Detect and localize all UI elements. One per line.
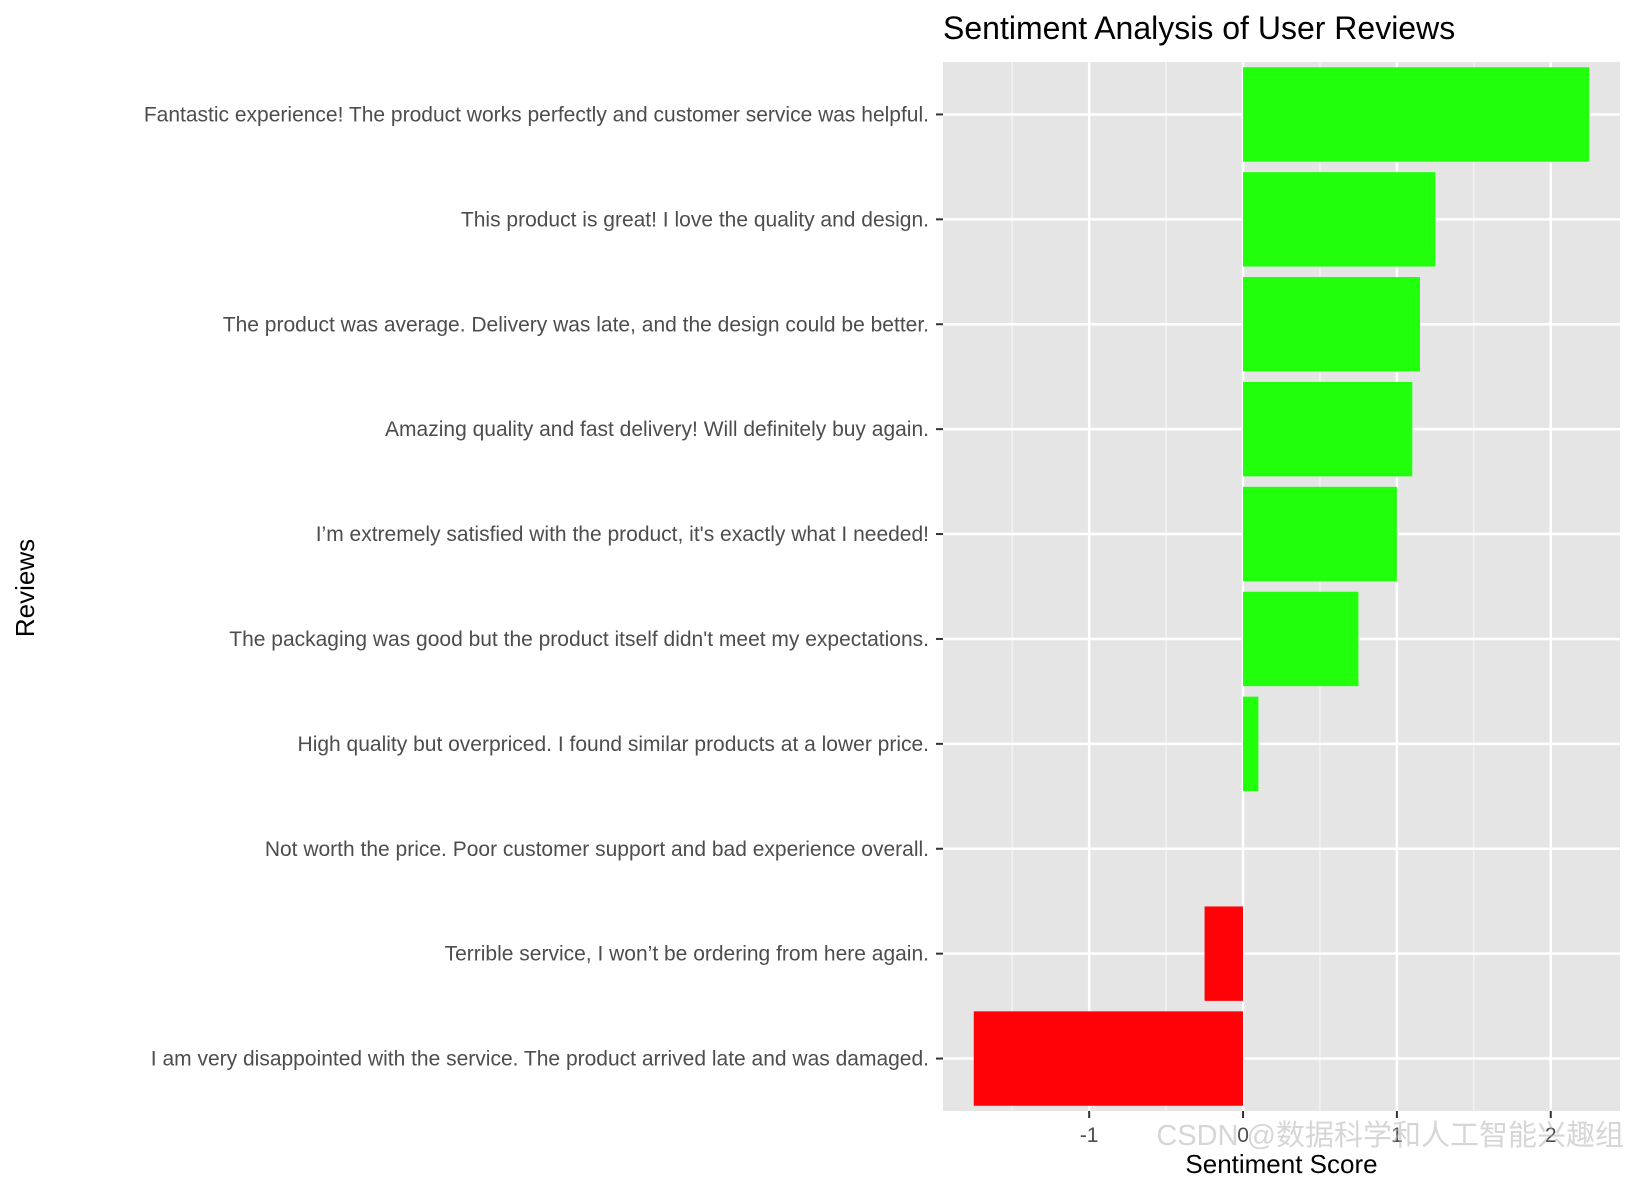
y-tick-label: This product is great! I love the qualit… [461,208,929,231]
y-tick-label: High quality but overpriced. I found sim… [298,733,929,756]
y-tick-label: Fantastic experience! The product works … [144,103,929,126]
x-tick-label: 0 [1237,1124,1249,1147]
y-tick-label: Amazing quality and fast delivery! Will … [385,418,929,441]
y-tick-label: Terrible service, I won’t be ordering fr… [445,943,929,966]
bar [1243,486,1397,582]
x-axis-title: Sentiment Score [1185,1149,1377,1179]
bar [1204,906,1244,1001]
bar [1243,381,1413,477]
x-axis: -1 0 1 2 [1080,1111,1557,1147]
bars [973,67,1590,1106]
x-tick-label: 2 [1545,1124,1557,1147]
bar [1243,172,1436,267]
bar [1243,591,1359,687]
y-tick-label: The product was average. Delivery was la… [223,313,929,336]
bar [1243,277,1420,372]
bar [1243,67,1590,162]
y-axis-title: Reviews [10,539,40,637]
y-tick-label: Not worth the price. Poor customer suppo… [265,838,929,861]
y-axis: Fantastic experience! The product works … [144,103,943,1071]
x-tick-label: 1 [1391,1124,1403,1147]
x-tick-label: -1 [1080,1124,1099,1147]
chart-title: Sentiment Analysis of User Reviews [943,10,1455,46]
y-tick-label: The packaging was good but the product i… [229,628,929,651]
bar [973,1011,1244,1106]
y-tick-label: I am very disappointed with the service.… [151,1048,929,1071]
y-tick-label: I’m extremely satisfied with the product… [316,523,929,546]
bar [1243,696,1259,792]
